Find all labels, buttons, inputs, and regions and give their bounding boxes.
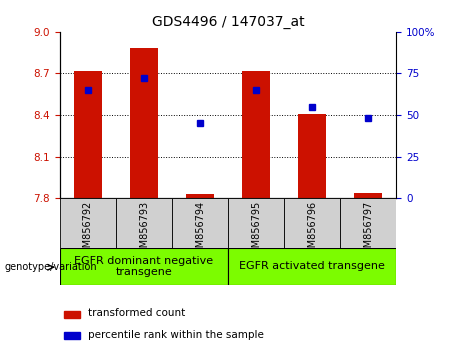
Text: EGFR dominant negative
transgene: EGFR dominant negative transgene — [75, 256, 213, 277]
Bar — [172, 198, 228, 248]
Text: EGFR activated transgene: EGFR activated transgene — [239, 261, 385, 272]
Bar — [60, 198, 116, 248]
Bar — [228, 198, 284, 248]
Bar — [130, 48, 158, 198]
Bar — [340, 198, 396, 248]
Text: GSM856792: GSM856792 — [83, 201, 93, 260]
Bar — [116, 198, 172, 248]
Bar — [74, 71, 102, 198]
Text: GSM856795: GSM856795 — [251, 201, 261, 260]
Title: GDS4496 / 147037_at: GDS4496 / 147037_at — [152, 16, 305, 29]
Text: GSM856796: GSM856796 — [307, 201, 317, 260]
Bar — [64, 332, 80, 339]
Text: GSM856793: GSM856793 — [139, 201, 149, 260]
Bar — [228, 248, 396, 285]
Text: GSM856794: GSM856794 — [195, 201, 205, 260]
Bar — [298, 114, 326, 198]
Bar — [64, 311, 80, 318]
Text: GSM856797: GSM856797 — [363, 201, 373, 260]
Bar — [242, 71, 270, 198]
Text: genotype/variation: genotype/variation — [5, 262, 97, 272]
Bar — [284, 198, 340, 248]
Text: transformed count: transformed count — [88, 308, 185, 318]
Bar — [60, 248, 228, 285]
Text: percentile rank within the sample: percentile rank within the sample — [88, 330, 264, 339]
Bar — [355, 193, 383, 198]
Bar — [186, 194, 214, 198]
